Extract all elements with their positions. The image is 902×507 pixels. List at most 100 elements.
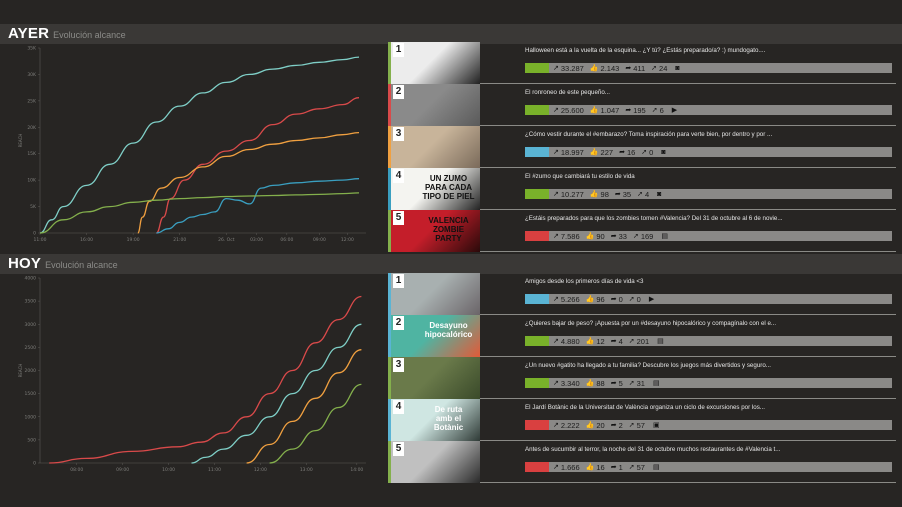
reach-stat: ↗ 10.277 [553,190,584,199]
thumbs-up-icon: 👍 [585,464,595,471]
trend-icon: ↗ [553,191,559,198]
post-caption[interactable]: Antes de sucumbir al terror, la noche de… [525,446,781,453]
likes-value: 98 [600,189,609,199]
post-caption[interactable]: Halloween está a la vuelta de la esquina… [525,47,766,54]
cursor-icon: ➚ [651,65,658,72]
share-icon: ➦ [610,464,617,471]
cursor-icon: ➚ [628,338,635,345]
post-caption[interactable]: El Jardí Botànic de la Universitat de Va… [525,404,765,411]
post-caption[interactable]: El #zumo que cambiará tu estilo de vida [525,173,635,180]
post-thumbnail[interactable]: VALENCIA ZOMBIE PARTY [391,210,480,252]
post-stats-bar: ↗ 3.340 👍 88 ➦ 5 ➚ 31 ▤ [525,378,892,388]
post-row[interactable]: 3 ¿Un nuevo #gatito ha llegado a tu famil… [388,357,896,399]
post-row[interactable]: 3 ¿Cómo vestir durante el #embarazo? Toma… [388,126,896,168]
clicks-value: 0 [636,294,641,304]
share-icon: ➦ [625,107,632,114]
shares-value: 1 [618,462,623,472]
row-divider [480,440,896,441]
likes-value: 1.047 [600,105,620,115]
post-thumbnail[interactable] [391,357,480,399]
clicks-value: 24 [659,63,668,73]
y-tick-label: 2000 [25,368,37,374]
clicks-value: 6 [659,105,664,115]
post-thumbnail[interactable]: Desayuno hipocalórico [391,315,480,357]
post-thumbnail[interactable] [391,441,480,483]
cursor-icon: ➚ [632,233,639,240]
shares-stat: ➦ 16 [619,148,635,157]
likes-stat: 👍 227 [590,148,613,157]
share-icon: ➦ [610,338,617,345]
series-line-2 [156,97,360,234]
post-thumbnail[interactable] [391,42,480,84]
share-icon: ➦ [610,296,617,303]
post-caption[interactable]: ¿Cómo vestir durante el #embarazo? Toma … [525,131,773,138]
y-tick-label: 0 [33,461,36,467]
camera-icon: ◙ [657,190,662,198]
likes-stat: 👍 2.143 [590,64,620,73]
cursor-icon: ➚ [628,380,635,387]
thumbs-up-icon: 👍 [589,149,599,156]
post-thumbnail[interactable] [391,84,480,126]
post-caption[interactable]: ¿Quieres bajar de peso? ¡Apuesta por un … [525,320,777,327]
section-header-hoy: HOY Evolución alcance [0,254,902,274]
post-thumbnail[interactable]: UN ZUMO PARA CADA TIPO DE PIEL [391,168,480,210]
thumb-text: hipocalórico [424,330,473,339]
clicks-stat: ➚ 0 [641,148,653,157]
share-icon: ➦ [610,233,617,240]
thumb-text: UN ZUMO [429,174,468,183]
y-tick-label: 0 [33,231,36,237]
y-tick-label: 20K [27,125,37,131]
post-thumbnail[interactable] [391,273,480,315]
y-tick-label: 5K [30,204,37,210]
likes-stat: 👍 90 [586,232,605,241]
clicks-value: 4 [644,189,650,199]
y-tick-label: 10K [27,178,37,184]
rank-color-bar [388,42,391,84]
trend-icon: ↗ [553,107,559,114]
reach-swatch [525,147,549,157]
clicks-stat: ➚ 0 [629,295,641,304]
post-caption[interactable]: Amigos desde los primeros días de vida <… [525,278,644,285]
post-row[interactable]: UN ZUMO PARA CADA TIPO DE PIEL 4 El #zumo qu… [388,168,896,210]
post-caption[interactable]: El ronroneo de este pequeño... [525,89,610,96]
post-thumbnail[interactable]: De ruta amb el Botànic [391,399,480,441]
post-row[interactable]: 5 Antes de sucumbir al terror, la noche d… [388,441,896,483]
rank-badge: 3 [393,127,404,141]
post-row[interactable]: 2 El ronroneo de este pequeño... ↗ 25.600 👍 1… [388,84,896,126]
post-row[interactable]: 1 Amigos desde los primeros días de vida … [388,273,896,315]
post-row[interactable]: VALENCIA ZOMBIE PARTY 5 ¿Estáis preparados p… [388,210,896,252]
x-tick-label: 10:00 [162,467,175,473]
post-thumbnail[interactable] [391,126,480,168]
series-line-1 [49,295,362,464]
reach-value: 7.586 [560,231,580,241]
thumb-text: VALENCIA [428,216,469,225]
trend-icon: ↗ [553,296,559,303]
cursor-icon: ➚ [651,107,658,114]
section-header-ayer: AYER Evolución alcance [0,24,902,44]
share-icon: ➦ [614,191,621,198]
rank-badge: 4 [393,169,404,183]
likes-value: 88 [596,378,605,388]
row-divider [480,482,896,483]
row-divider [480,314,896,315]
reach-stat: ↗ 25.600 [553,106,584,115]
post-caption[interactable]: ¿Estáis preparados para que los zombies … [525,215,783,222]
row-divider [480,356,896,357]
section-title: HOY [8,255,42,272]
post-row[interactable]: Desayuno hipocalórico 2 ¿Quieres bajar de p… [388,315,896,357]
thumbs-up-icon: 👍 [585,233,595,240]
reach-swatch [525,462,549,472]
rank-color-bar [388,273,391,315]
post-row[interactable]: De ruta amb el Botànic 4 El Jardí Botànic d… [388,399,896,441]
post-stats-bar: ↗ 2.222 👍 20 ➦ 2 ➚ 57 ▣ [525,420,892,430]
y-tick-label: 500 [27,437,36,443]
likes-value: 90 [596,231,605,241]
rank-badge: 1 [393,274,404,288]
y-tick-label: 2500 [25,345,37,351]
reach-stat: ↗ 5.266 [553,295,580,304]
reach-stat: ↗ 3.340 [553,379,580,388]
clicks-value: 0 [649,147,654,157]
x-tick-label: 12:00 [254,467,267,473]
post-caption[interactable]: ¿Un nuevo #gatito ha llegado a tu famili… [525,362,771,369]
post-row[interactable]: 1 Halloween está a la vuelta de la esquin… [388,42,896,84]
